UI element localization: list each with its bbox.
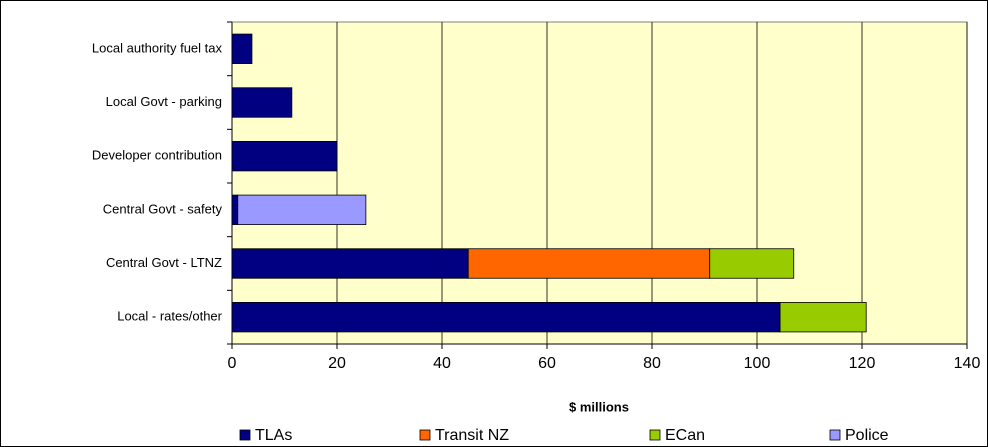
legend-label: ECan [665, 427, 705, 444]
bar [709, 248, 795, 279]
bar [231, 302, 781, 333]
legend-label: Police [845, 427, 889, 444]
y-tick-label: Developer contribution [92, 148, 222, 163]
x-axis-title: $ millions [569, 399, 629, 414]
y-tick-label: Local Govt - parking [106, 94, 222, 109]
x-tick-label: 140 [954, 355, 981, 372]
bar [231, 87, 293, 118]
legend-swatch [829, 429, 841, 441]
y-tick-label: Central Govt - LTNZ [106, 255, 222, 270]
y-tick-label: Central Govt - safety [103, 201, 223, 216]
x-tick-label: 100 [744, 355, 771, 372]
legend-label: TLAs [255, 427, 292, 444]
legend-swatch [239, 429, 251, 441]
x-tick-label: 40 [433, 355, 451, 372]
legend-swatch [419, 429, 431, 441]
legend-swatch [649, 429, 661, 441]
plot-area [231, 21, 968, 345]
x-tick-label: 20 [328, 355, 346, 372]
x-tick-label: 60 [538, 355, 556, 372]
x-tick-label: 120 [849, 355, 876, 372]
legend-label: Transit NZ [435, 427, 509, 444]
bar [237, 194, 367, 225]
bar [231, 248, 469, 279]
x-tick-label: 0 [228, 355, 237, 372]
bar [231, 141, 338, 172]
y-tick-label: Local authority fuel tax [92, 40, 223, 55]
x-tick-label: 80 [643, 355, 661, 372]
bar [231, 33, 253, 64]
y-tick-label: Local - rates/other [117, 309, 222, 324]
bar [231, 194, 239, 225]
bar [779, 302, 867, 333]
bar [467, 248, 711, 279]
